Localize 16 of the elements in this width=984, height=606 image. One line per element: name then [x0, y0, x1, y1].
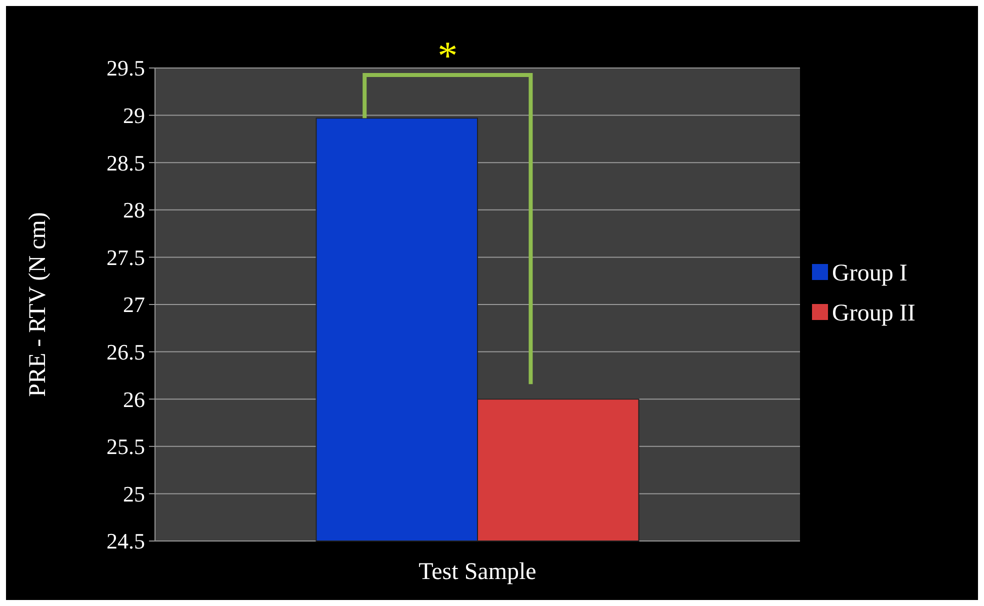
y-tick-label: 25 [123, 481, 145, 506]
y-tick-label: 28.5 [106, 150, 145, 176]
y-tick-label: 29.5 [106, 56, 145, 81]
y-tick-label: 27.5 [106, 244, 145, 270]
y-tick-label: 24.5 [106, 528, 145, 554]
y-tick-label: 29 [123, 103, 145, 128]
legend-label: Group II [832, 300, 916, 326]
y-tick-label: 26 [123, 386, 145, 412]
legend-label: Group I [832, 260, 908, 286]
y-tick-label: 27 [123, 292, 145, 318]
y-tick-label: 25.5 [106, 434, 145, 460]
annotation: * [438, 33, 458, 78]
x-tick-label: Test Sample [418, 559, 536, 585]
y-tick-label: 28 [123, 198, 145, 223]
y-axis-title: PRE - RTV (N cm) [25, 212, 51, 397]
y-tick-label: 26.5 [106, 340, 145, 364]
